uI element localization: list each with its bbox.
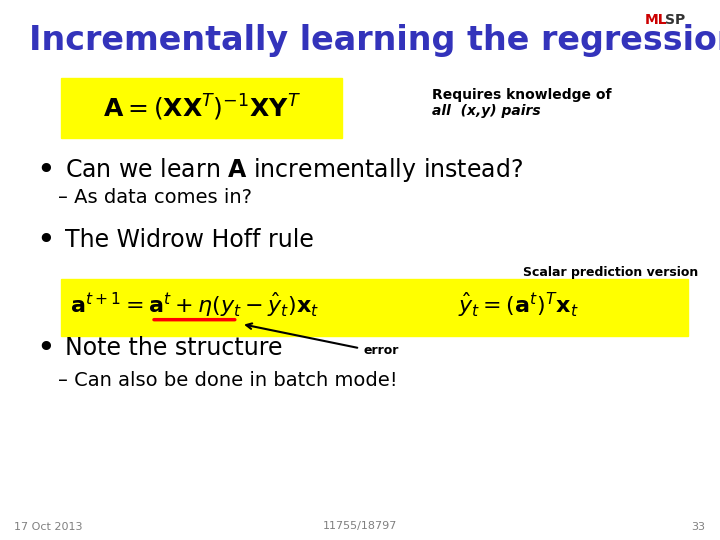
Text: •: •	[36, 225, 55, 256]
Text: 17 Oct 2013: 17 Oct 2013	[14, 522, 83, 531]
Text: •: •	[36, 154, 55, 186]
Text: 11755/18797: 11755/18797	[323, 522, 397, 531]
Text: Scalar prediction version: Scalar prediction version	[523, 266, 698, 279]
Text: SP: SP	[665, 14, 685, 28]
Text: Note the structure: Note the structure	[65, 336, 282, 360]
Text: 33: 33	[692, 522, 706, 531]
Text: $\hat{y}_t = (\mathbf{a}^t)^T\mathbf{x}_t$: $\hat{y}_t = (\mathbf{a}^t)^T\mathbf{x}_…	[458, 291, 579, 320]
FancyBboxPatch shape	[61, 78, 342, 138]
Text: ML: ML	[644, 14, 667, 28]
FancyBboxPatch shape	[61, 280, 688, 336]
Text: The Widrow Hoff rule: The Widrow Hoff rule	[65, 228, 314, 252]
Text: $\mathbf{A} = \left(\mathbf{XX}^T\right)^{-1}\mathbf{XY}^T$: $\mathbf{A} = \left(\mathbf{XX}^T\right)…	[103, 93, 300, 123]
Text: all  (x,y) pairs: all (x,y) pairs	[432, 104, 541, 118]
Text: Requires knowledge of: Requires knowledge of	[432, 87, 611, 102]
Text: •: •	[36, 333, 55, 364]
Text: – As data comes in?: – As data comes in?	[58, 187, 251, 207]
Text: Incrementally learning the regression: Incrementally learning the regression	[29, 24, 720, 57]
Text: error: error	[364, 345, 399, 357]
Text: $\mathbf{a}^{t+1} = \mathbf{a}^t + \eta(y_t - \hat{y}_t)\mathbf{x}_t$: $\mathbf{a}^{t+1} = \mathbf{a}^t + \eta(…	[70, 291, 319, 320]
Text: – Can also be done in batch mode!: – Can also be done in batch mode!	[58, 371, 397, 390]
Text: Can we learn $\mathbf{A}$ incrementally instead?: Can we learn $\mathbf{A}$ incrementally …	[65, 156, 523, 184]
